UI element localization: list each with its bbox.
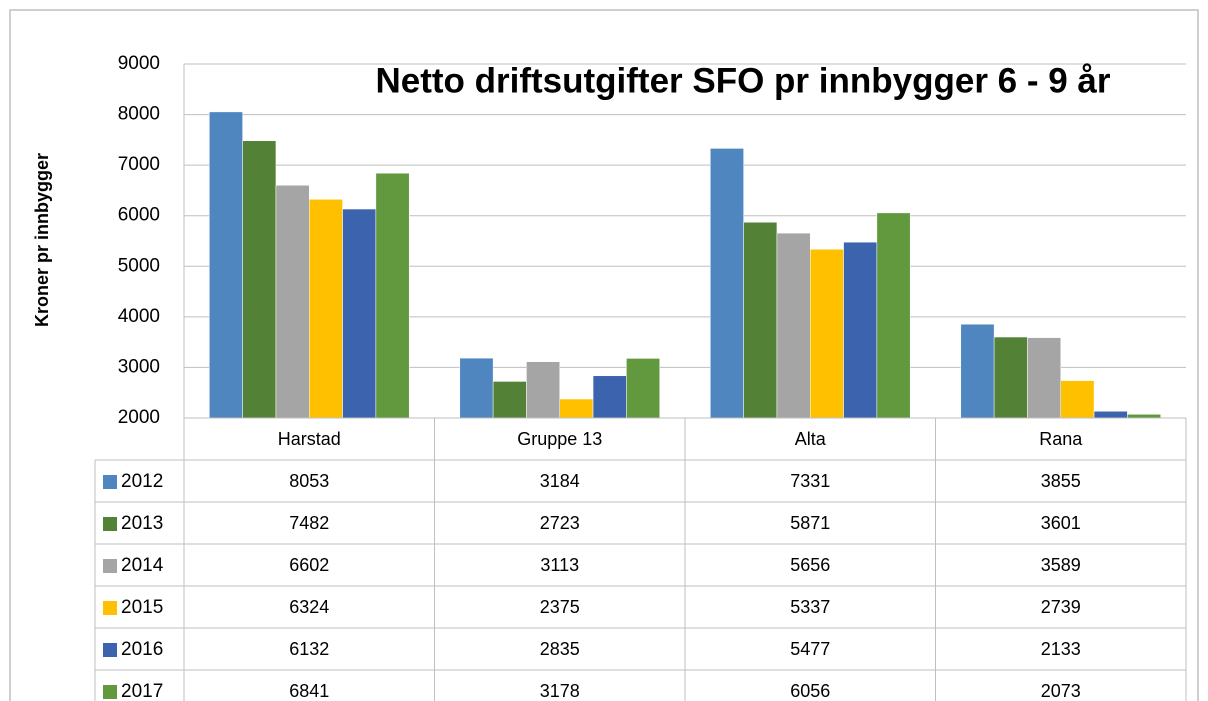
table-cell: 6841 — [289, 681, 329, 701]
bar — [209, 111, 243, 419]
table-cell: 3589 — [1041, 555, 1081, 575]
y-tick-label: 6000 — [118, 205, 160, 226]
table-cell: 8053 — [289, 471, 329, 491]
table-cell: 3178 — [540, 681, 580, 701]
bar — [743, 221, 778, 419]
y-tick-label: 5000 — [118, 255, 160, 276]
bar — [309, 199, 343, 419]
bar — [626, 358, 660, 419]
table-cell: 2739 — [1041, 597, 1081, 617]
y-tick-label: 2000 — [118, 407, 160, 428]
table-cell: 5871 — [790, 513, 830, 533]
chart-border — [9, 9, 1199, 701]
table-cell: 5656 — [790, 555, 830, 575]
table-cell: 7331 — [790, 471, 830, 491]
bar — [242, 140, 277, 419]
table-cell: 3601 — [1041, 513, 1081, 533]
legend-label: 2012 — [121, 471, 163, 492]
legend-label: 2015 — [121, 597, 163, 618]
table-cell: 3113 — [540, 555, 579, 575]
bar — [960, 323, 995, 419]
bar — [1027, 337, 1061, 419]
bar — [559, 398, 594, 419]
legend-swatch — [103, 601, 117, 615]
table-cell: 6602 — [289, 555, 329, 575]
y-tick-label: 3000 — [118, 356, 160, 377]
legend-label: 2016 — [121, 639, 163, 660]
bar — [492, 381, 527, 419]
bar — [459, 357, 494, 419]
bar — [876, 212, 911, 419]
legend-swatch — [103, 685, 117, 699]
table-cell: 2835 — [540, 639, 580, 659]
table-cell: 7482 — [289, 513, 329, 533]
bar — [375, 172, 410, 419]
legend-label: 2014 — [121, 555, 164, 576]
bar — [1093, 411, 1128, 419]
x-tick-label: Gruppe 13 — [517, 429, 602, 449]
bar — [526, 361, 560, 419]
bar — [710, 148, 744, 419]
bar — [1060, 380, 1095, 419]
table-cell: 3855 — [1041, 471, 1081, 491]
legend-swatch — [103, 643, 117, 657]
table-cell: 5337 — [790, 597, 830, 617]
bar — [776, 232, 811, 419]
table-cell: 3184 — [540, 471, 580, 491]
y-tick-label: 7000 — [118, 154, 160, 175]
bar — [342, 208, 377, 419]
chart-title: Netto driftsutgifter SFO pr innbygger 6 … — [375, 61, 1110, 100]
y-axis-label: Kroner pr innbygger — [32, 153, 52, 327]
bar — [843, 241, 878, 419]
legend-swatch — [103, 475, 117, 489]
table-cell: 2133 — [1041, 639, 1081, 659]
table-cell: 6132 — [289, 639, 329, 659]
y-tick-label: 9000 — [118, 53, 160, 74]
y-tick-label: 4000 — [118, 306, 160, 327]
table-cell: 2723 — [540, 513, 580, 533]
table-cell: 6056 — [790, 681, 830, 701]
table-cell: 5477 — [790, 639, 830, 659]
bar — [993, 336, 1028, 419]
x-tick-label: Rana — [1039, 429, 1083, 449]
table-cell: 6324 — [289, 597, 329, 617]
legend-swatch — [103, 559, 117, 573]
table-cell: 2073 — [1041, 681, 1081, 701]
bar — [592, 375, 627, 419]
legend-swatch — [103, 517, 117, 531]
bar — [810, 248, 844, 419]
legend-label: 2013 — [121, 513, 163, 534]
bar — [1127, 414, 1161, 419]
legend-label: 2017 — [121, 681, 163, 701]
x-tick-label: Alta — [795, 429, 827, 449]
table-cell: 2375 — [540, 597, 580, 617]
bar — [275, 185, 310, 419]
x-tick-label: Harstad — [278, 429, 341, 449]
y-tick-label: 8000 — [118, 104, 160, 125]
